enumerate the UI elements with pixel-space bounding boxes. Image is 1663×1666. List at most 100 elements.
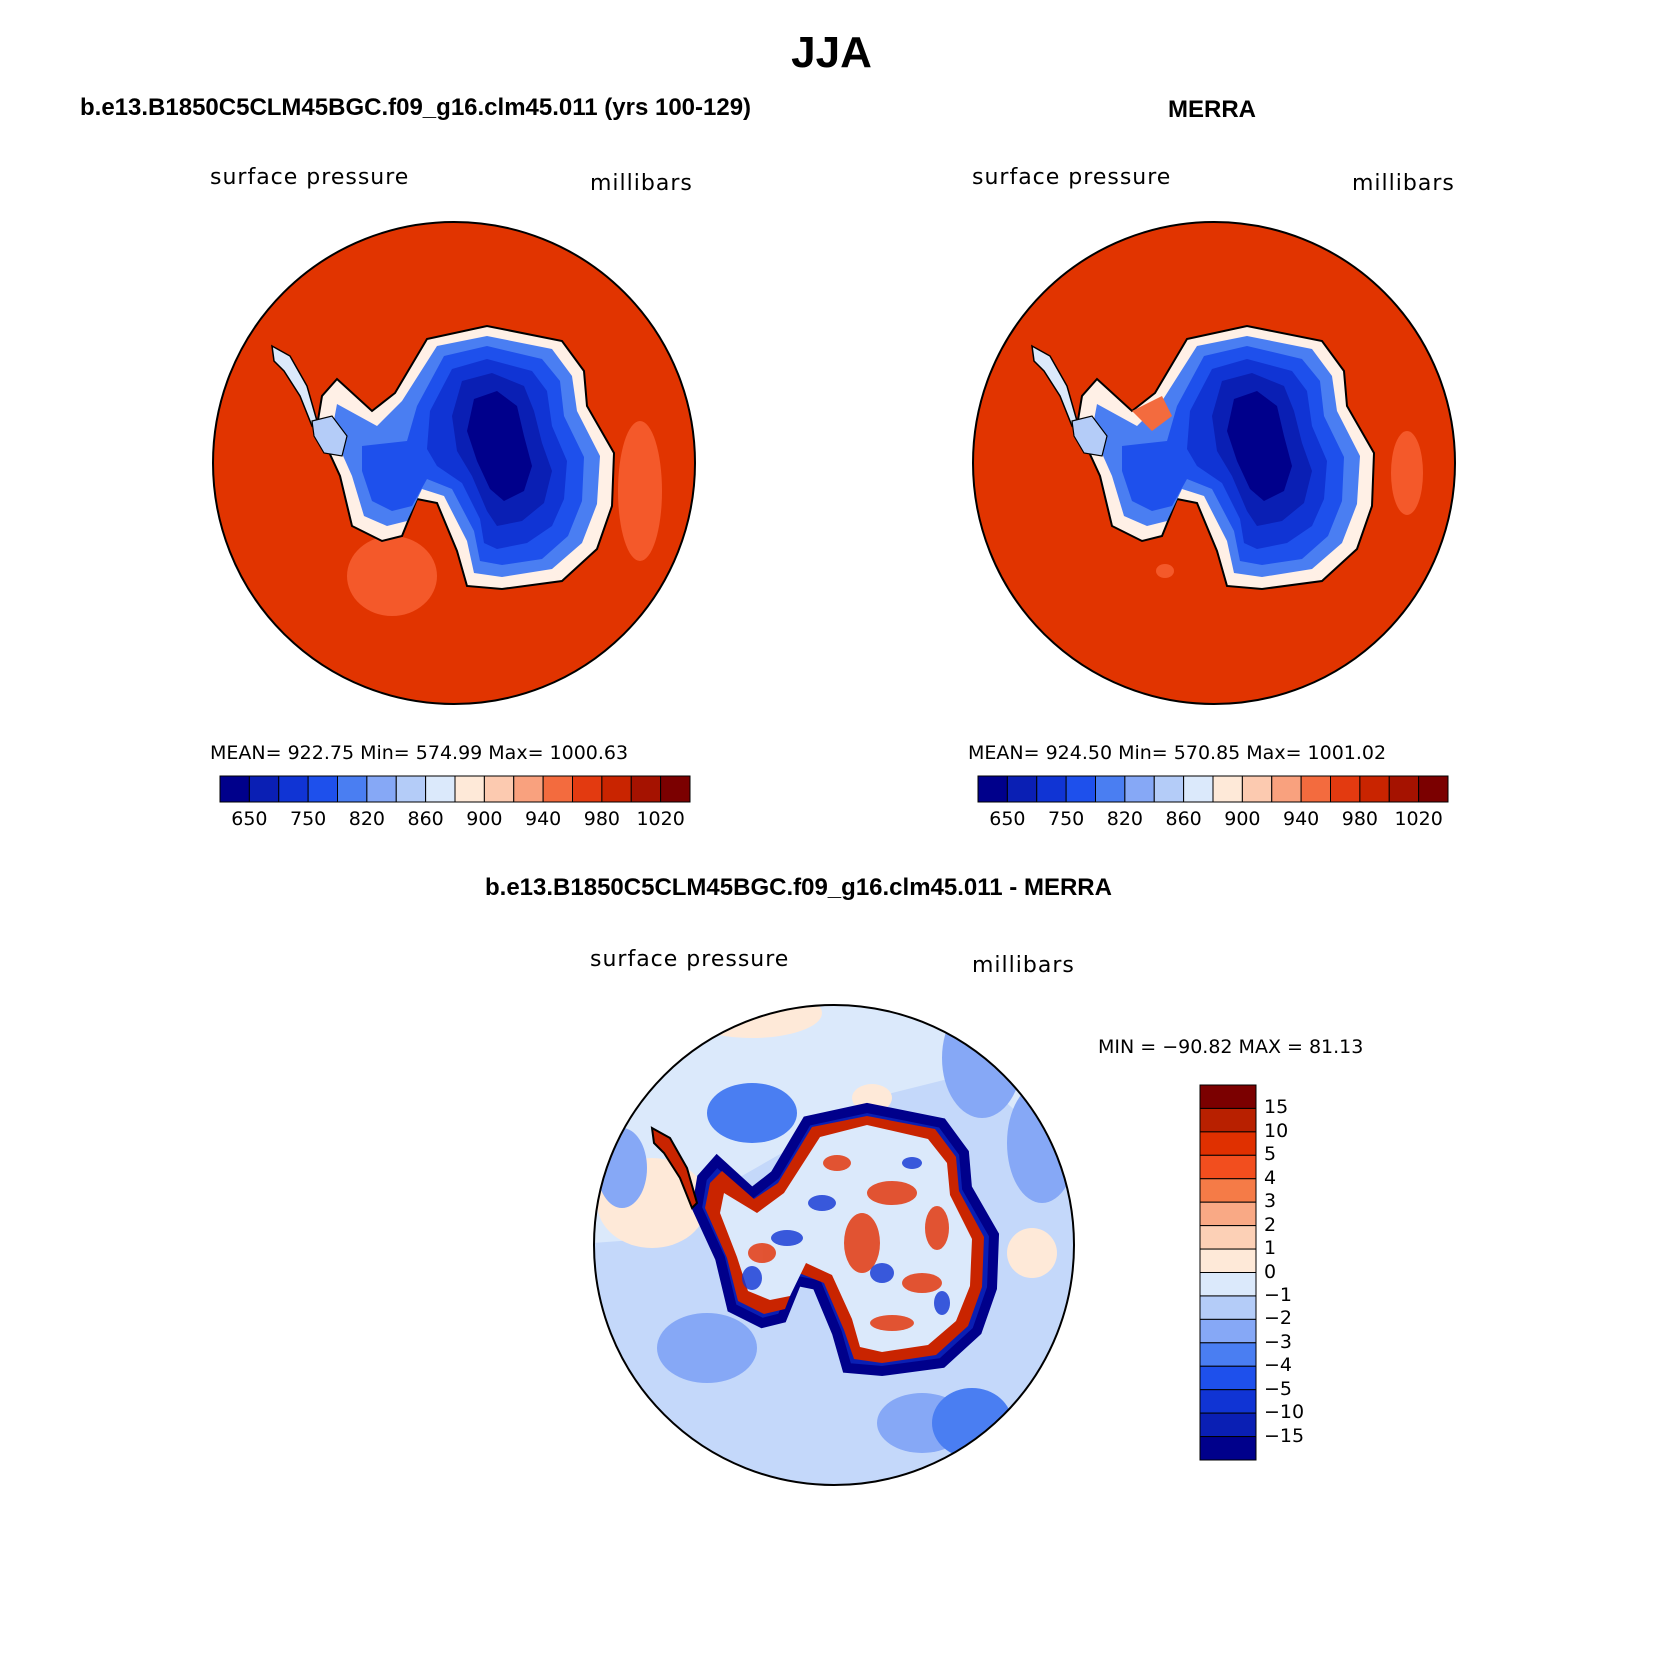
colorbar-swatch	[307, 775, 338, 803]
colorbar-swatch	[337, 775, 368, 803]
colorbar-tick-label: 1020	[1394, 808, 1443, 830]
colorbar-swatch	[1065, 775, 1096, 803]
panel3-units-label: millibars	[972, 953, 1075, 978]
colorbar-tick-label: 2	[1264, 1213, 1277, 1236]
panel3-colorbar-ticks: 15 10 5 4 3 2 1 0 −1 −2 −3 −4 −5 −10 −15	[1264, 1085, 1344, 1460]
colorbar-tick-label: 3	[1264, 1190, 1277, 1213]
colorbar-tick-label: 0	[1264, 1260, 1277, 1283]
colorbar-swatch	[660, 775, 691, 803]
colorbar-swatch	[1199, 1201, 1257, 1227]
panel2-ocean-feature	[1391, 431, 1423, 515]
colorbar-tick-label: 5	[1264, 1143, 1277, 1166]
panel2-title: MERRA	[1168, 96, 1256, 123]
colorbar-swatch	[1388, 775, 1420, 803]
colorbar-tick-label: 650	[989, 808, 1026, 830]
colorbar-swatch	[1199, 1342, 1257, 1367]
panel1-variable-label: surface pressure	[210, 165, 410, 190]
colorbar-tick-label: 750	[1047, 808, 1085, 830]
panel1-colorbar-ticks: 650 750 820 860 900 940 980 1020	[220, 808, 690, 832]
panel2-antarctica	[1031, 324, 1376, 591]
colorbar-tick-label: 940	[524, 808, 562, 830]
panel1-polar-map	[212, 221, 696, 705]
colorbar-tick-label: 1020	[636, 808, 685, 830]
panel3-title: b.e13.B1850C5CLM45BGC.f09_g16.clm45.011 …	[485, 874, 1112, 901]
colorbar-swatch	[1199, 1154, 1257, 1180]
panel1-units-label: millibars	[590, 171, 693, 196]
colorbar-swatch	[1199, 1389, 1257, 1414]
panel2-colorbar	[977, 775, 1449, 803]
colorbar-tick-label: −10	[1264, 1401, 1305, 1424]
colorbar-tick-label: −5	[1264, 1377, 1293, 1400]
panel3-colorbar	[1199, 1084, 1257, 1461]
colorbar-swatch	[1124, 775, 1155, 803]
colorbar-tick-label: 980	[583, 808, 620, 830]
colorbar-tick-label: −2	[1264, 1307, 1293, 1330]
panel3-polar-map	[593, 1004, 1075, 1486]
panel1-title: b.e13.B1850C5CLM45BGC.f09_g16.clm45.011 …	[80, 94, 752, 121]
colorbar-tick-label: 1	[1264, 1237, 1277, 1260]
colorbar-tick-label: 15	[1264, 1096, 1289, 1119]
panel1-antarctica	[271, 324, 616, 591]
colorbar-swatch	[1271, 775, 1302, 803]
colorbar-swatch	[1199, 1225, 1257, 1250]
colorbar-swatch	[425, 775, 456, 803]
panel1-ocean-feature	[618, 421, 662, 561]
panel1-ocean-feature	[347, 536, 437, 616]
panel3-stats: MIN = −90.82 MAX = 81.13	[1098, 1036, 1364, 1058]
colorbar-swatch	[483, 775, 515, 803]
colorbar-tick-label: 980	[1341, 808, 1378, 830]
colorbar-swatch	[513, 775, 544, 803]
colorbar-tick-label: −15	[1264, 1424, 1305, 1447]
colorbar-swatch	[1199, 1248, 1257, 1273]
colorbar-swatch	[601, 775, 632, 803]
colorbar-swatch	[248, 775, 280, 803]
colorbar-swatch	[977, 775, 1008, 803]
colorbar-swatch	[454, 775, 485, 803]
colorbar-swatch	[1199, 1131, 1257, 1156]
panel2-variable-label: surface pressure	[972, 165, 1172, 190]
colorbar-tick-label: 860	[407, 808, 444, 830]
colorbar-tick-label: −3	[1264, 1330, 1293, 1353]
panel1-colorbar	[219, 775, 691, 803]
panel2-stats: MEAN= 924.50 Min= 570.85 Max= 1001.02	[968, 742, 1387, 764]
colorbar-swatch	[1199, 1295, 1257, 1320]
figure-title: JJA	[791, 28, 872, 77]
colorbar-swatch	[630, 775, 662, 803]
panel2-ocean-feature	[1156, 564, 1174, 578]
colorbar-swatch	[1359, 775, 1390, 803]
panel2-units-label: millibars	[1352, 171, 1455, 196]
colorbar-tick-label: 940	[1282, 808, 1320, 830]
colorbar-tick-label: 820	[1106, 808, 1143, 830]
colorbar-swatch	[1199, 1107, 1257, 1133]
colorbar-swatch	[1036, 775, 1067, 803]
colorbar-swatch	[1199, 1084, 1257, 1109]
panel2-polar-map	[972, 221, 1456, 705]
colorbar-tick-label: −1	[1264, 1283, 1293, 1306]
colorbar-swatch	[1006, 775, 1038, 803]
colorbar-swatch	[572, 775, 603, 803]
colorbar-swatch	[1199, 1436, 1257, 1461]
colorbar-swatch	[219, 775, 250, 803]
panel1-stats: MEAN= 922.75 Min= 574.99 Max= 1000.63	[210, 742, 629, 764]
colorbar-tick-label: 820	[348, 808, 385, 830]
colorbar-swatch	[1183, 775, 1214, 803]
colorbar-tick-label: 860	[1165, 808, 1202, 830]
panel3-antarctica	[650, 1102, 1000, 1377]
colorbar-tick-label: −4	[1264, 1354, 1293, 1377]
colorbar-swatch	[366, 775, 397, 803]
colorbar-tick-label: 10	[1264, 1119, 1289, 1142]
colorbar-tick-label: 4	[1264, 1166, 1277, 1189]
colorbar-tick-label: 900	[466, 808, 503, 830]
colorbar-swatch	[1418, 775, 1449, 803]
colorbar-swatch	[1241, 775, 1273, 803]
colorbar-swatch	[1300, 775, 1331, 803]
colorbar-swatch	[1199, 1365, 1257, 1391]
colorbar-tick-label: 900	[1224, 808, 1261, 830]
colorbar-swatch	[395, 775, 427, 803]
panel3-variable-label: surface pressure	[590, 947, 790, 972]
colorbar-swatch	[542, 775, 573, 803]
panel2-colorbar-ticks: 650 750 820 860 900 940 980 1020	[978, 808, 1448, 832]
colorbar-swatch	[1199, 1178, 1257, 1203]
colorbar-tick-label: 750	[289, 808, 327, 830]
colorbar-tick-label: 650	[231, 808, 268, 830]
